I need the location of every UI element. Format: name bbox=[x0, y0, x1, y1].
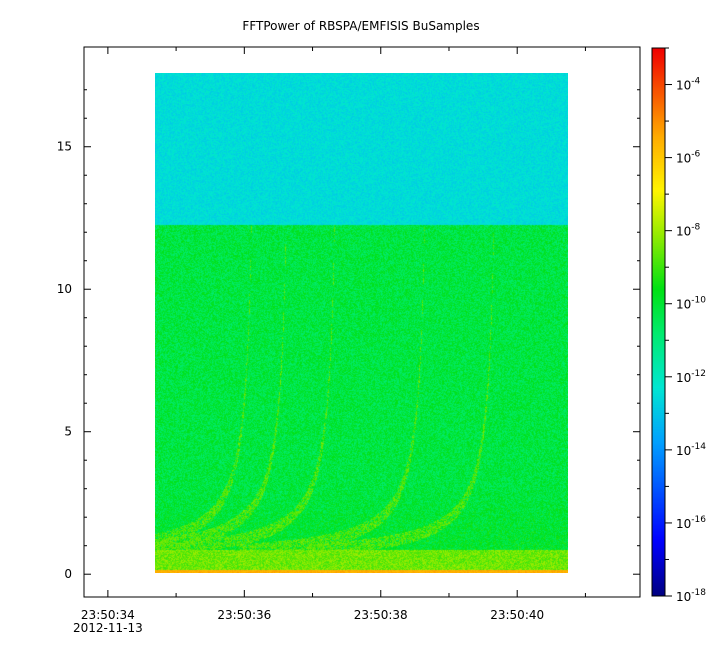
colorbar-tick-label: 10-8 bbox=[676, 223, 701, 239]
colorbar-tick-label: 10-12 bbox=[676, 369, 706, 385]
y-tick-label: 15 bbox=[57, 140, 72, 154]
y-axis: 0 5 10 15 bbox=[57, 89, 640, 581]
spectrogram-image bbox=[155, 73, 568, 573]
plot-frame bbox=[83, 46, 641, 598]
x-tick-label: 23:50:34 bbox=[81, 608, 135, 622]
colorbar-axis: 10-18 10-16 10-14 10-12 10-10 10-8 10-6 10-4 bbox=[665, 47, 706, 604]
colorbar-frame bbox=[651, 47, 666, 597]
colorbar-tick-label: 10-14 bbox=[676, 442, 706, 458]
colorbar-tick-label: 10-10 bbox=[676, 296, 706, 312]
colorbar-tick-label: 10-16 bbox=[676, 515, 706, 531]
colorbar-tick-label: 10-6 bbox=[676, 150, 701, 166]
colorbar-tick-label: 10-18 bbox=[676, 588, 706, 604]
x-tick-label: 23:50:38 bbox=[354, 608, 408, 622]
y-tick-label: 5 bbox=[64, 425, 72, 439]
x-tick-label: 23:50:40 bbox=[490, 608, 544, 622]
y-tick-label: 10 bbox=[57, 282, 72, 296]
x-tick-date-label: 2012-11-13 bbox=[73, 621, 143, 635]
x-tick-label: 23:50:36 bbox=[217, 608, 271, 622]
chart-title: FFTPower of RBSPA/EMFISIS BuSamples bbox=[242, 19, 479, 33]
colorbar-tick-label: 10-4 bbox=[676, 77, 701, 93]
y-tick-label: 0 bbox=[64, 567, 72, 581]
colorbar bbox=[652, 48, 665, 596]
